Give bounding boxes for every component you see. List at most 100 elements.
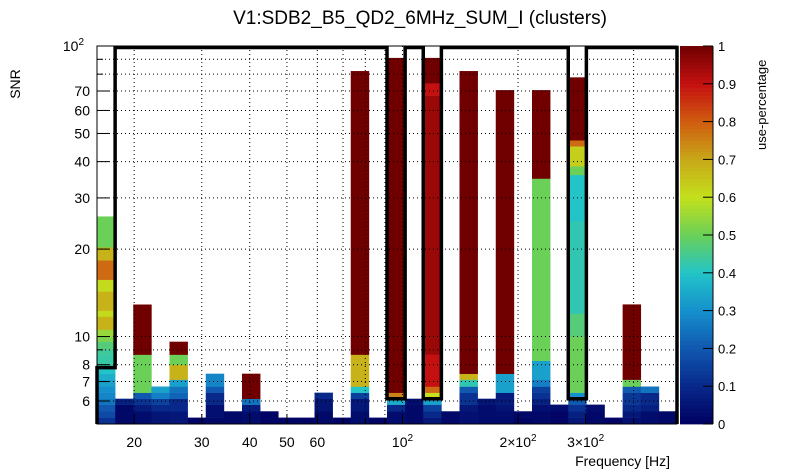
colorbar-swatch [680,212,713,217]
heatmap-cell [133,404,152,412]
colorbar-swatch [680,363,713,368]
heatmap-cell [169,354,188,365]
heatmap-cell [622,379,642,387]
x-tick-label: 60 [310,434,326,450]
heatmap-cell [532,398,551,405]
colorbar-label: use-percentage [754,60,769,150]
colorbar-swatch [680,367,713,372]
colorbar-swatch [680,223,713,228]
colorbar-swatch [680,136,713,141]
heatmap-cell [550,411,569,425]
heatmap-cell [405,398,424,405]
y-tick-label: 7 [82,374,90,390]
colorbar-swatch [680,185,713,191]
heatmap-cell [532,392,551,399]
colorbar-swatch [680,344,713,349]
heatmap-cell [350,392,370,399]
heatmap-cell [97,417,116,425]
x-tick-label-base: 40 [242,434,258,450]
heatmap-cell [350,71,370,355]
y-tick-label-base: 7 [82,374,90,390]
heatmap-cell [350,411,370,425]
heatmap-cell [97,316,116,330]
colorbar-swatch [680,61,713,66]
heatmap-cell [495,90,515,374]
y-tick-label-base: 50 [74,125,90,141]
y-tick-label: 60 [74,102,90,118]
colorbar-tick-label: 0.4 [718,266,736,281]
heatmap-cell [133,354,152,393]
colorbar-swatch [680,166,713,172]
heatmap-cell [350,398,370,412]
colorbar-swatch [680,189,713,194]
heatmap-cell [97,310,116,317]
x-tick-label-exponent: 2 [531,433,537,444]
colorbar-swatch [680,253,713,259]
colorbar-swatch [680,355,713,361]
colorbar-swatch [680,87,713,92]
color-scale-bar: 0 0.1 0.2 0.3 0.4 0.5 0.6 0.7 0.8 0.9 1 [680,39,736,432]
heatmap-cell [205,417,225,425]
heatmap-cell [568,220,587,314]
colorbar-swatch [680,272,713,277]
y-tick-label: 40 [74,154,90,170]
colorbar-swatch [680,235,713,240]
heatmap-cell [387,57,406,393]
x-axis-label: Frequency [Hz] [575,453,670,469]
heatmap-cell [459,404,478,412]
y-tick-label-base: 30 [74,190,90,206]
heatmap-cell [97,349,116,355]
heatmap-cell [169,392,188,399]
heatmap-cell [97,392,116,399]
heatmap-cell [332,417,352,425]
heatmap-cell [97,341,116,350]
colorbar-swatch [680,337,713,342]
colorbar-swatch [680,46,713,51]
heatmap-cell [151,386,170,393]
heatmap-cell [423,386,442,393]
colorbar-swatch [680,68,713,73]
heatmap-cell [568,166,587,176]
heatmap-cell [169,386,188,393]
heatmap-cell [205,373,225,387]
colorbar-swatch [680,83,713,88]
colorbar-swatch [680,114,713,119]
x-tick-label-base: 3×10 [567,434,599,450]
heatmap-cell [97,398,116,405]
heatmap-cell [532,404,551,412]
colorbar-swatch [680,284,713,289]
heatmap-cell [314,392,333,399]
heatmap-cell [622,404,642,412]
plot-frame [96,45,678,425]
heatmap-cell [568,140,587,147]
heatmap-cell [350,354,370,387]
colorbar-swatch [680,102,713,107]
heatmap-cell [350,386,370,393]
colorbar-swatch [680,420,713,425]
heatmap-cell [115,404,134,425]
heatmap-cell [586,404,605,412]
colorbar-swatch [680,231,713,236]
threshold-contour [95,45,679,424]
y-axis-label: SNR [7,69,23,99]
y-tick-label-base: 10 [63,38,79,54]
colorbar-tick-label: 0.9 [718,77,736,92]
colorbar-swatch [680,386,713,391]
heatmap-cell [387,411,406,425]
colorbar-swatch [680,140,713,145]
colorbar-swatch [680,397,713,402]
colorbar-swatch [680,276,713,281]
colorbar-tick-label: 0.6 [718,190,736,205]
colorbar-swatch [680,238,713,243]
heatmap-cell [568,417,587,425]
x-tick-label-base: 50 [279,434,295,450]
colorbar-swatch [680,250,713,255]
heatmap-cell [513,411,533,418]
heatmap-cell [169,379,188,387]
y-tick-label: 102 [63,37,85,54]
heatmap-cell [622,417,642,425]
heatmap-cell [423,417,442,425]
heatmap-cell [97,291,116,311]
heatmap-cell [97,404,116,412]
heatmap-cell [97,373,116,380]
